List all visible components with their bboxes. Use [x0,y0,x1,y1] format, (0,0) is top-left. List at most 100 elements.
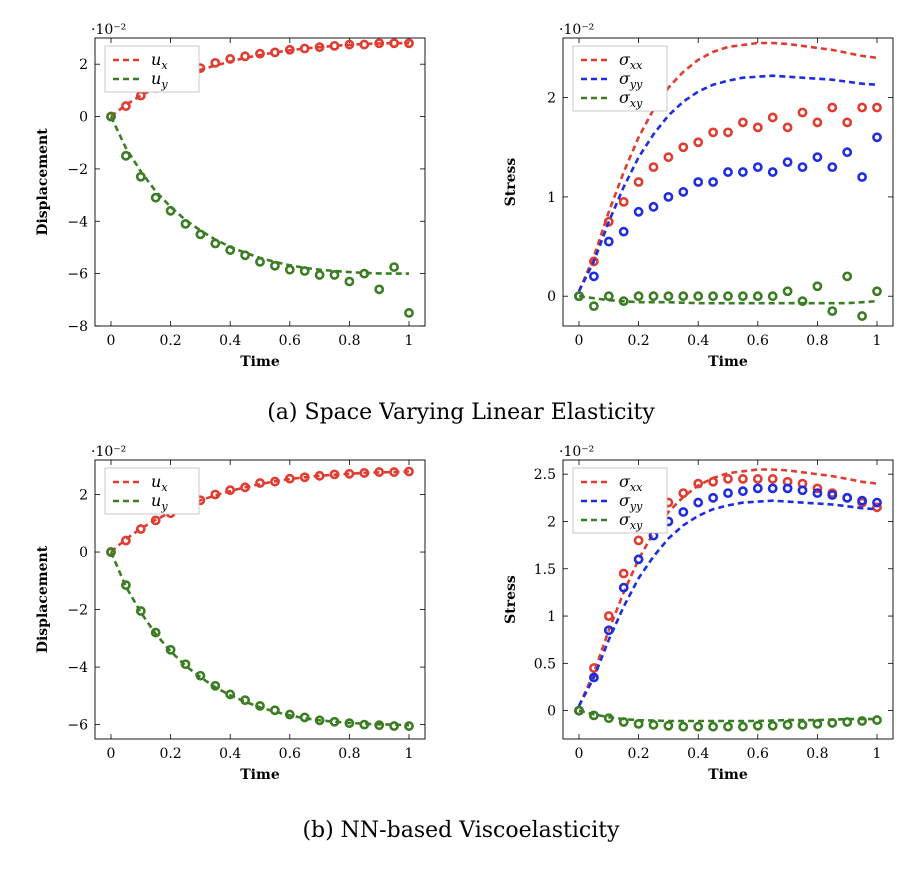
data-point-ux [150,515,161,526]
y-axis-label: Stress [503,575,519,624]
legend-label-xx: σxx [619,50,643,72]
x-tick-label: 0.8 [806,333,828,349]
data-point-xy [693,721,704,732]
data-point-yy [827,162,838,173]
data-point-ux [225,54,236,64]
data-point-yy [872,497,882,508]
chart-a-displacement: 0 0.2 0.4 0.6 0.8 1 −8 −6 −4 −2 0 2 ·10⁻² Time Displac… [35,22,426,370]
x-tick-label: 0.6 [279,333,301,349]
data-point-yy [603,625,614,636]
data-point-xx [633,177,644,187]
data-point-yy [797,162,808,173]
data-point-uy [210,680,221,691]
data-point-uy [195,670,206,681]
legend-box [572,45,668,112]
data-point-yy [857,172,867,182]
data-point-uy [150,192,161,203]
data-point-xx [708,127,718,138]
x-tick-label: 0 [107,333,116,349]
data-point-uy [106,547,116,557]
x-tick-label: 0 [575,746,584,762]
data-point-uy [284,709,295,720]
x-tick-label: 0.8 [806,746,828,762]
data-point-ux [255,478,265,488]
legend-label-ux: ux [151,50,168,72]
data-point-xy [752,291,763,302]
x-tick-label: 0.4 [687,333,709,349]
data-point-yy [633,554,644,565]
data-point-xx [857,102,867,113]
data-point-xy [693,291,704,302]
data-point-ux [269,476,280,487]
data-point-uy [165,644,176,655]
legend-box [572,467,668,534]
data-point-uy [180,218,191,229]
plot-frame [562,459,894,740]
data-point-yy [782,483,793,494]
data-point-ux [121,535,131,546]
data-point-uy [329,716,340,727]
data-point-xx [752,474,763,484]
data-point-xy [812,718,823,729]
data-point-yy [603,236,614,247]
x-tick-label: 0.4 [687,746,709,762]
data-point-uy [135,171,146,182]
data-point-xx [723,127,733,138]
data-point-xx [782,122,793,133]
data-point-uy [106,111,116,122]
data-point-yy [857,495,867,506]
x-tick-label: 0.8 [338,333,360,349]
axis-exponent: ·10⁻² [91,444,126,460]
legend-label-xy: σxy [619,510,643,532]
data-point-uy [121,150,131,161]
data-point-xy [663,291,674,302]
data-point-ux [314,470,325,481]
data-point-uy [121,580,131,591]
data-point-yy [842,147,853,158]
series-line-ux [110,41,409,118]
x-tick-label: 0 [575,333,584,349]
y-tick-label: 0 [79,110,88,126]
y-axis-label: Displacement [35,545,51,653]
data-point-uy [344,718,355,729]
data-point-uy [359,719,370,730]
data-point-xx [812,117,823,128]
data-point-xy [663,720,674,731]
data-point-xx [693,478,704,489]
data-point-uy [359,268,370,279]
y-tick-label: 0.5 [534,656,556,672]
data-point-yy [663,191,674,202]
data-point-yy [693,177,704,187]
data-point-xy [603,291,614,302]
x-tick-label: 1 [405,333,414,349]
x-tick-label: 0.2 [627,333,649,349]
data-point-xy [842,271,853,282]
data-point-uy [314,270,325,280]
data-point-uy [269,260,280,271]
data-point-xx [603,611,614,621]
data-point-xx [752,122,763,133]
legend-label-yy: σyy [619,491,643,513]
data-point-yy [812,488,823,499]
data-point-xy [603,713,614,724]
data-point-ux [404,466,414,477]
data-point-ux [240,482,250,493]
data-point-uy [180,659,191,670]
legend-box [104,45,200,93]
data-point-yy [723,167,733,177]
data-point-ux [389,38,399,49]
chart-a-stress: 0 0.2 0.4 0.6 0.8 1 0 1 2 ·10⁻² Time Stress σxxσyyσx… [503,22,894,370]
series-line-xx [577,468,878,707]
legend-label-xx: σxx [619,472,643,494]
data-point-ux [240,51,250,62]
axis-exponent: ·10⁻² [559,444,594,460]
data-point-xy [648,719,659,730]
data-point-xy [797,296,808,307]
data-point-yy [708,177,718,187]
data-point-xy [797,719,808,730]
data-point-uy [210,238,221,249]
y-tick-label: −2 [67,603,88,619]
x-tick-label: 0.2 [159,746,181,762]
data-point-xy [678,291,689,302]
